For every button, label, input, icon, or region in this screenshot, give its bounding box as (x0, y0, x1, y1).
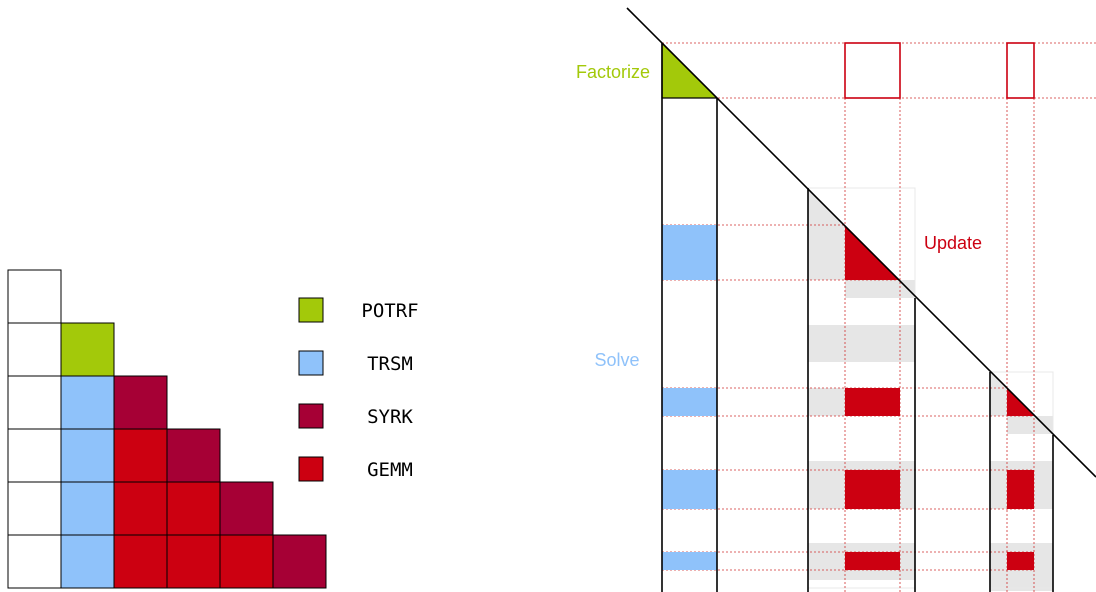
legend-swatch-syrk (298, 403, 324, 429)
tile-syrk-r3-c3 (166, 428, 221, 483)
tile-empty-r4-c0 (7, 481, 62, 536)
tile-syrk-r2-c2 (113, 375, 168, 430)
solve-block-3 (662, 470, 717, 509)
tile-empty-r5-c0 (7, 534, 62, 589)
tile-trsm-r2-c1 (60, 375, 115, 430)
tile-trsm-r5-c1 (60, 534, 115, 589)
tile-gemm-r3-c2 (113, 428, 168, 483)
target-boxes (844, 42, 1035, 99)
factorization-schematic: Factorize Solve Update (576, 7, 1096, 592)
tile-grid (7, 269, 327, 589)
legend-swatch-potrf (298, 297, 324, 323)
shade-stripe-6 (990, 388, 1007, 416)
solve-block-4 (662, 552, 717, 570)
shade-stripe-1a (808, 225, 845, 280)
tile-syrk-r5-c5 (272, 534, 327, 589)
legend: POTRF TRSM SYRK GEMM (298, 297, 419, 482)
target-box-narrow (1006, 42, 1035, 99)
guide-lines (662, 42, 1096, 592)
update-block-5 (1007, 552, 1034, 570)
legend-label-trsm: TRSM (367, 353, 413, 375)
legend-item-trsm: TRSM (298, 350, 413, 376)
update-label: Update (924, 233, 982, 253)
shade-stripe-3 (808, 388, 845, 416)
update-block-4 (1007, 470, 1034, 509)
shade-stripe-1b (845, 280, 900, 298)
factorize-label: Factorize (576, 62, 650, 82)
column-borders (661, 43, 1054, 592)
update-block-2 (845, 470, 900, 509)
solve-label: Solve (594, 350, 639, 370)
tile-gemm-r4-c3 (166, 481, 221, 536)
legend-label-syrk: SYRK (367, 406, 413, 428)
tile-gemm-r5-c4 (219, 534, 274, 589)
update-block-1 (845, 388, 900, 416)
tile-empty-r1-c0 (7, 322, 62, 377)
target-box-wide (844, 42, 901, 99)
shade-stripe-2 (808, 325, 915, 362)
tile-empty-r2-c0 (7, 375, 62, 430)
update-block-3 (845, 552, 900, 570)
legend-label-potrf: POTRF (361, 300, 418, 322)
shade-stripe-6b (1007, 416, 1053, 434)
legend-label-gemm: GEMM (367, 459, 413, 481)
tile-gemm-r5-c2 (113, 534, 168, 589)
tile-syrk-r4-c4 (219, 481, 274, 536)
tile-potrf-r1-c1 (60, 322, 115, 377)
tile-gemm-r5-c3 (166, 534, 221, 589)
tile-gemm-r4-c2 (113, 481, 168, 536)
tile-trsm-r4-c1 (60, 481, 115, 536)
legend-swatch-trsm (298, 350, 324, 376)
solve-block-1 (662, 225, 717, 280)
legend-item-potrf: POTRF (298, 297, 419, 323)
legend-item-syrk: SYRK (298, 403, 413, 429)
matrix-diagonal (626, 7, 1096, 478)
solve-blocks (662, 225, 717, 570)
tile-empty-r3-c0 (7, 428, 62, 483)
legend-item-gemm: GEMM (298, 456, 413, 482)
solve-block-2 (662, 388, 717, 416)
tile-trsm-r3-c1 (60, 428, 115, 483)
tile-empty-r0-c0 (7, 269, 62, 324)
legend-swatch-gemm (298, 456, 324, 482)
